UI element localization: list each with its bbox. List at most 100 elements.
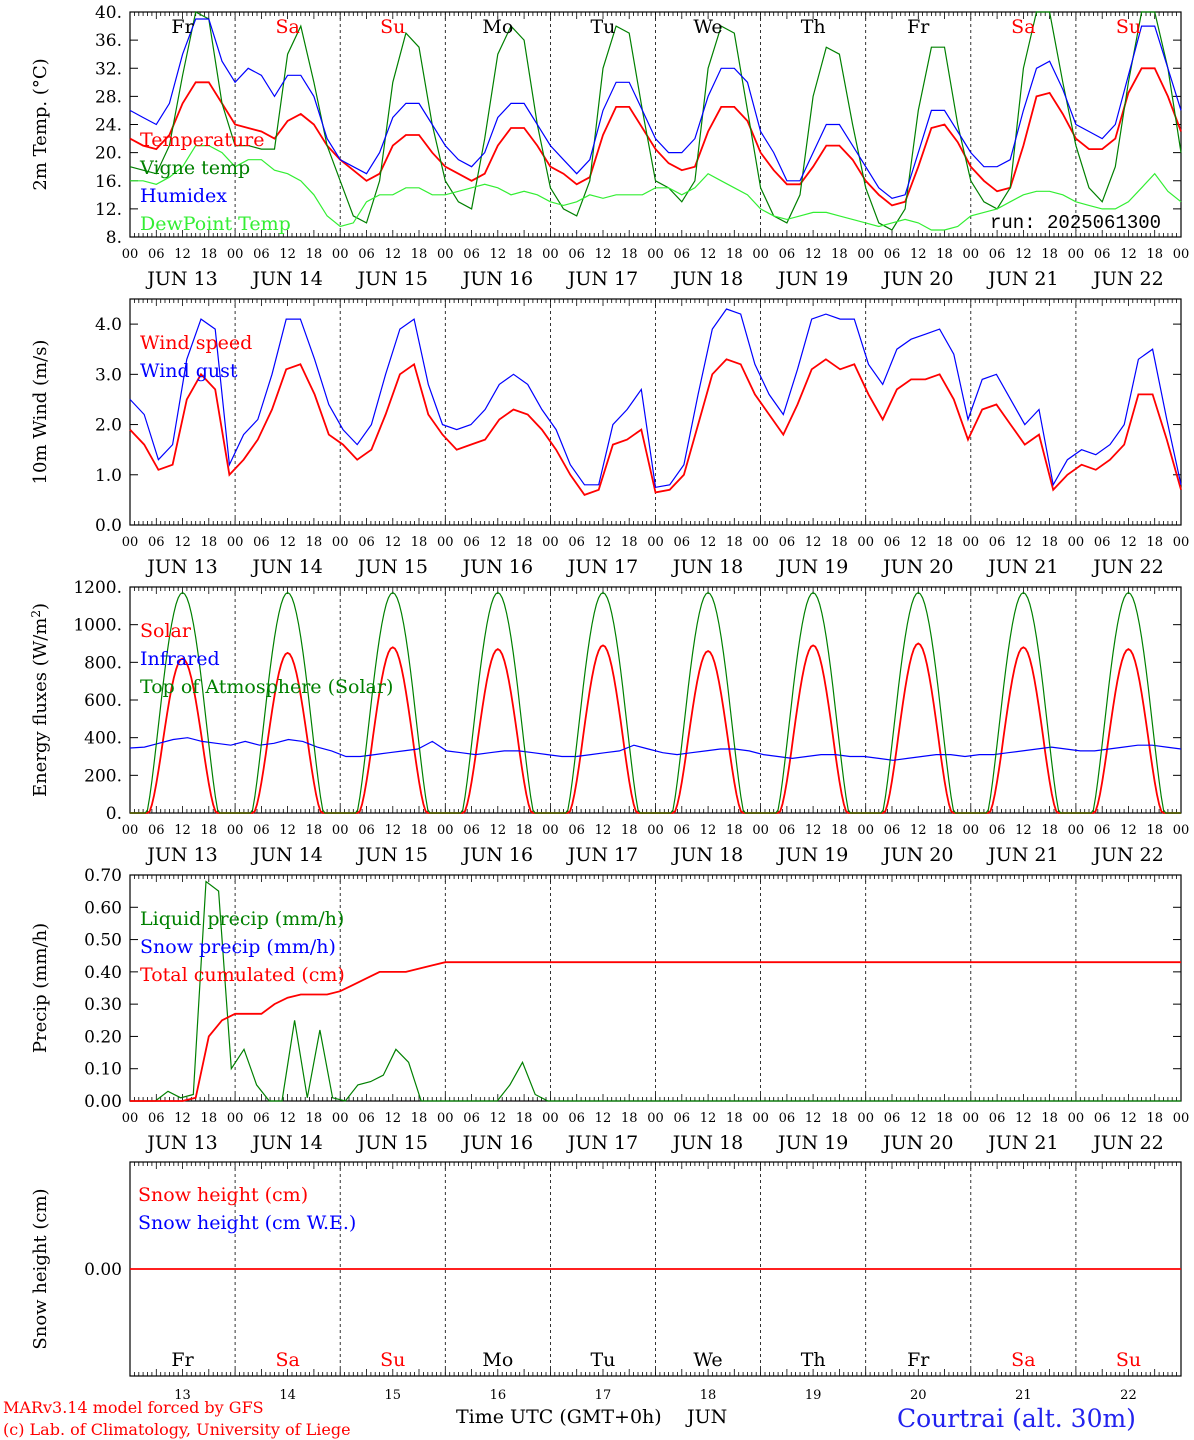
hour-tick-label: 00 (857, 535, 874, 550)
date-label: JUN 20 (881, 556, 953, 578)
hour-tick-label: 18 (936, 247, 953, 262)
date-label: JUN 13 (145, 844, 217, 866)
date-label: JUN 16 (461, 556, 533, 578)
date-label: JUN 19 (776, 556, 848, 578)
hour-tick-label: 06 (568, 823, 585, 838)
y-tick-label: 1.0 (95, 466, 122, 486)
y-tick-label: 40. (95, 3, 122, 23)
date-label: JUN 16 (461, 1132, 533, 1154)
hour-tick-label: 00 (122, 1111, 139, 1126)
hour-tick-label: 18 (1146, 535, 1163, 550)
hour-tick-label: 06 (568, 535, 585, 550)
date-label: JUN 21 (986, 844, 1058, 866)
hour-tick-label: 12 (910, 823, 927, 838)
date-number: 19 (805, 1388, 822, 1403)
hour-tick-label: 18 (831, 823, 848, 838)
y-tick-label: 20. (95, 144, 122, 164)
hour-tick-label: 12 (384, 823, 401, 838)
hour-ticks-wind (129, 299, 1182, 525)
panel-frame-temp (129, 11, 1182, 238)
hour-tick-label: 12 (1120, 247, 1137, 262)
y-tick-label: 16. (95, 172, 122, 192)
hour-tick-label: 12 (595, 1111, 612, 1126)
hour-tick-label: 00 (122, 823, 139, 838)
weekday-label: Fr (171, 1349, 194, 1371)
y-axis-label: 10m Wind (m/s) (30, 340, 51, 485)
weekday-label: Mo (482, 1349, 513, 1371)
date-number: 21 (1015, 1388, 1032, 1403)
weekday-label: Fr (907, 1349, 930, 1371)
hour-tick-label: 00 (542, 535, 559, 550)
legend-entry: Infrared (140, 648, 220, 670)
legend-entry: Temperature (140, 129, 264, 151)
y-tick-label: 12. (95, 200, 122, 220)
hour-tick-label: 00 (227, 1111, 244, 1126)
hour-tick-label: 12 (174, 823, 191, 838)
hour-tick-label: 00 (332, 247, 349, 262)
weekday-label: Mo (482, 16, 513, 38)
date-label: JUN 22 (1091, 1132, 1163, 1154)
date-label: JUN 19 (776, 844, 848, 866)
date-label: JUN 13 (145, 556, 217, 578)
date-label: JUN 15 (356, 268, 428, 290)
y-tick-label: 32. (95, 59, 122, 79)
hour-tick-label: 18 (726, 823, 743, 838)
weekday-label: Su (380, 16, 405, 38)
hour-tick-label: 06 (358, 535, 375, 550)
hour-tick-label: 18 (936, 535, 953, 550)
date-label: JUN 14 (250, 1132, 322, 1154)
hour-tick-label: 00 (437, 247, 454, 262)
hour-tick-label: 06 (674, 247, 691, 262)
hour-ticks-snow (129, 1162, 1182, 1376)
y-axis-label: Snow height (cm) (30, 1188, 51, 1349)
y-tick-label: 0.00 (84, 1092, 122, 1112)
date-label: JUN 19 (776, 268, 848, 290)
legend-entry: Total cumulated (cm) (140, 964, 345, 986)
hour-tick-label: 00 (857, 1111, 874, 1126)
hour-tick-label: 12 (174, 535, 191, 550)
station-label: Courtrai (alt. 30m) (897, 1404, 1136, 1433)
hour-tick-label: 00 (122, 247, 139, 262)
hour-tick-label: 06 (253, 1111, 270, 1126)
y-tick-label: 400. (84, 729, 122, 749)
hour-tick-label: 06 (148, 247, 165, 262)
series-line-infrared (129, 737, 1182, 761)
labels: 8. 12. 16. 20. 24. 28. 32. 36. 40. 2m Temp. (°C) 0… (29, 3, 1189, 1403)
hour-tick-label: 06 (1094, 1111, 1111, 1126)
hour-tick-label: 18 (831, 247, 848, 262)
hour-tick-label: 18 (1041, 535, 1058, 550)
hour-tick-label: 12 (700, 1111, 717, 1126)
legend-entry: Snow height (cm W.E.) (138, 1212, 356, 1234)
series-line-liquid-precip-mm-h- (130, 880, 1181, 1102)
credit-line-1: MARv3.14 model forced by GFS (3, 1398, 264, 1417)
y-tick-label: 0.60 (84, 898, 122, 918)
hour-tick-label: 18 (621, 1111, 638, 1126)
hour-tick-label: 00 (963, 247, 980, 262)
hour-tick-label: 06 (674, 1111, 691, 1126)
hour-tick-label: 12 (910, 1111, 927, 1126)
weekday-label: Tu (590, 1349, 615, 1371)
series-line-total-cumulated-cm- (130, 961, 1181, 1102)
y-tick-label: 0.70 (84, 866, 122, 886)
hour-tick-label: 12 (700, 535, 717, 550)
hour-tick-label: 06 (148, 823, 165, 838)
hour-tick-label: 00 (1173, 823, 1190, 838)
series-line-wind-speed (129, 358, 1182, 496)
hour-tick-label: 00 (1068, 1111, 1085, 1126)
date-label: JUN 22 (1091, 268, 1163, 290)
hour-tick-label: 00 (332, 535, 349, 550)
weekday-label: Fr (171, 16, 194, 38)
hour-tick-label: 12 (1015, 247, 1032, 262)
date-label: JUN 14 (250, 268, 322, 290)
hour-tick-label: 18 (621, 823, 638, 838)
hour-tick-label: 00 (857, 247, 874, 262)
hour-tick-label: 06 (253, 823, 270, 838)
hour-tick-label: 06 (253, 247, 270, 262)
hour-tick-label: 18 (516, 1111, 533, 1126)
y-axis-label: Precip (mm/h) (30, 923, 51, 1053)
legend-entry: Wind gust (140, 360, 238, 382)
hour-tick-label: 12 (279, 1111, 296, 1126)
hour-tick-label: 06 (1094, 823, 1111, 838)
hour-tick-label: 06 (884, 823, 901, 838)
